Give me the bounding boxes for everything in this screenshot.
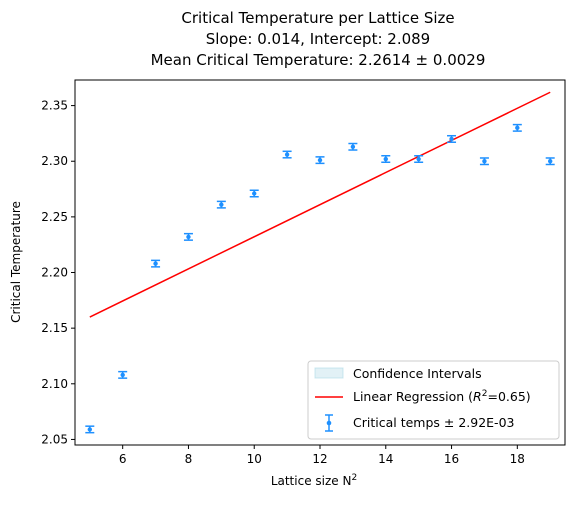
x-tick-label: 14 xyxy=(378,452,393,466)
x-tick-label: 16 xyxy=(444,452,459,466)
x-tick-label: 12 xyxy=(312,452,327,466)
data-point xyxy=(249,189,259,198)
y-axis-ticks: 2.05 2.10 2.15 2.20 2.25 2.30 2.35 xyxy=(41,99,75,446)
data-point xyxy=(151,259,161,268)
data-point xyxy=(381,155,391,164)
x-tick-label: 6 xyxy=(119,452,127,466)
data-point xyxy=(414,155,424,164)
data-point xyxy=(512,123,522,132)
point-marker xyxy=(383,156,388,162)
point-marker xyxy=(350,144,356,149)
data-point xyxy=(447,134,457,143)
point-marker xyxy=(252,191,257,196)
point-marker xyxy=(515,125,520,131)
y-tick-label: 2.30 xyxy=(41,154,68,168)
y-tick-label: 2.10 xyxy=(41,377,68,391)
y-tick-label: 2.05 xyxy=(41,432,68,446)
x-tick-label: 10 xyxy=(247,452,262,466)
x-tick-label: 8 xyxy=(185,452,193,466)
y-tick-label: 2.15 xyxy=(41,321,68,335)
point-marker xyxy=(87,427,92,432)
legend-swatch-errorbar xyxy=(325,414,333,432)
data-point xyxy=(315,156,325,165)
legend-box xyxy=(307,360,560,440)
regression-line xyxy=(89,91,551,318)
legend-swatch-confidence xyxy=(314,367,344,379)
data-point xyxy=(479,157,489,166)
point-marker xyxy=(449,136,454,142)
point-marker xyxy=(548,159,553,164)
data-point xyxy=(545,157,555,166)
legend-label-errorbar: Critical temps ± 2.92E-03 xyxy=(353,415,514,430)
point-marker xyxy=(317,157,323,163)
x-axis-ticks: 6 8 10 12 14 16 18 xyxy=(119,445,525,466)
x-tick-label: 18 xyxy=(510,452,525,466)
point-marker xyxy=(219,202,224,207)
legend-label-regression: Linear Regression (R2=0.65) xyxy=(353,389,531,404)
regression-line-group xyxy=(89,91,551,318)
legend-label-confidence: Confidence Intervals xyxy=(353,366,482,381)
point-marker xyxy=(284,152,290,157)
point-marker xyxy=(153,261,158,266)
data-point xyxy=(282,150,292,159)
data-point xyxy=(118,370,128,379)
y-axis-label: Critical Temperature xyxy=(9,201,23,323)
chart-title-line-1: Critical Temperature per Lattice Size xyxy=(181,9,454,27)
x-axis-label: Lattice size N2 xyxy=(271,473,357,488)
data-point xyxy=(348,142,358,151)
y-tick-label: 2.20 xyxy=(41,266,68,280)
data-points-group xyxy=(85,123,555,434)
point-marker xyxy=(416,156,421,162)
y-tick-label: 2.35 xyxy=(41,99,68,113)
y-tick-label: 2.25 xyxy=(41,210,68,224)
point-marker xyxy=(186,234,191,240)
chart-title-line-2: Slope: 0.014, Intercept: 2.089 xyxy=(206,30,430,48)
data-point xyxy=(85,425,95,434)
point-marker xyxy=(482,159,487,164)
data-point xyxy=(216,200,226,209)
chart-title-line-3: Mean Critical Temperature: 2.2614 ± 0.00… xyxy=(151,51,486,69)
point-marker xyxy=(120,372,125,378)
data-point xyxy=(183,232,193,241)
legend: Confidence Intervals Linear Regression (… xyxy=(307,360,560,440)
